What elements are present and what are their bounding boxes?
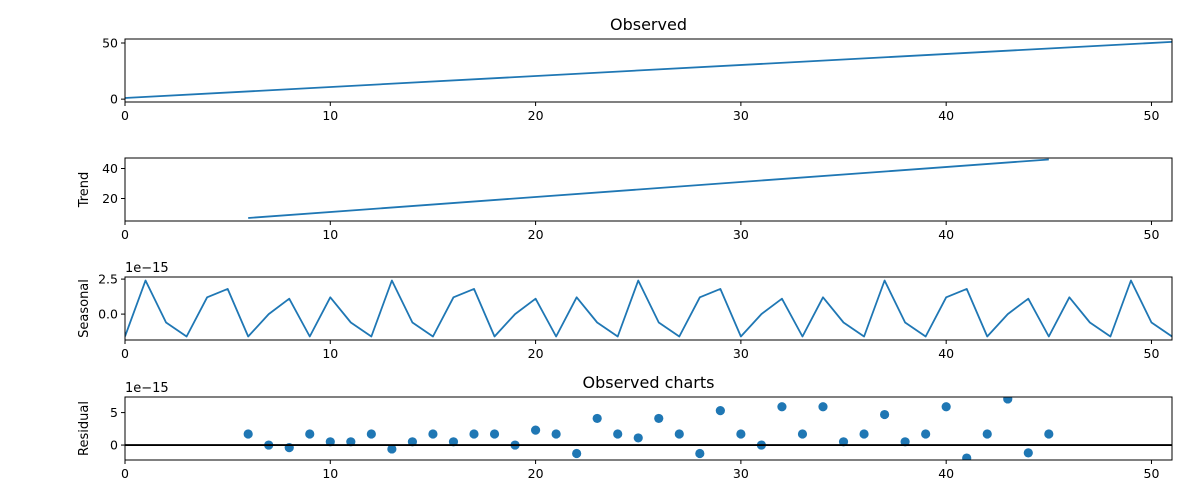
residual-point [715,406,725,416]
residual-point [366,429,376,439]
seasonal-xtick-label: 50 [1144,346,1160,361]
residual-point [941,402,951,412]
trend-xtick-label: 10 [322,227,338,242]
residual-xtick-label: 30 [733,466,749,481]
observed-data [125,40,1172,99]
residual-point [654,413,664,424]
residual-point [530,425,541,435]
residual-point [879,409,890,420]
seasonal-panel: 0 10 20 30 40 50 0.0 2.5 Seasonal 1e−15 [77,261,1173,361]
residual-point [428,429,438,439]
residual-point [325,437,335,447]
trend-series-line [248,158,1049,219]
trend-axes-frame [124,157,1173,222]
residual-point [982,429,992,439]
residual-point [613,429,623,439]
seasonal-ylabel: Seasonal [77,279,92,338]
residual-point [305,429,315,439]
seasonal-data [125,279,1172,338]
observed-panel: 0 10 20 30 40 50 0 50 Observed [102,15,1173,123]
residual-point [797,429,808,439]
seasonal-xtick-label: 30 [733,346,749,361]
residual-xtick-label: 20 [528,466,544,481]
residual-point [1003,397,1013,404]
residual-point [572,448,582,459]
seasonal-ytick-label: 2.5 [98,272,118,287]
residual-ylabel: Residual [77,401,92,456]
residual-point [695,448,705,459]
trend-ylabel: Trend [77,172,92,209]
seasonal-xtick-label: 10 [322,346,338,361]
residual-point [921,429,931,439]
seasonal-xtick-label: 20 [528,346,544,361]
residual-point [469,429,479,439]
residual-point [243,429,253,439]
residual-point [838,437,849,447]
residual-offset-text: 1e−15 [125,381,169,396]
residual-xtick-label: 50 [1144,466,1160,481]
observed-xtick-label: 20 [528,108,544,123]
residual-point [1044,429,1054,439]
seasonal-axes-frame [124,276,1173,341]
residual-point [346,437,356,447]
residual-point [592,413,602,424]
observed-title: Observed [610,15,687,34]
residual-xtick-label: 40 [938,466,954,481]
trend-xtick-label: 30 [733,227,749,242]
residual-point [633,433,643,443]
residual-point [818,402,828,412]
residual-ytick-label: 5 [110,405,118,420]
residual-point [777,402,787,412]
observed-ytick-label: 50 [102,35,118,50]
residual-point [900,437,910,447]
residual-point [551,429,561,439]
seasonal-offset-text: 1e−15 [125,261,169,276]
residual-point [962,453,972,460]
residual-point [736,429,746,439]
trend-panel: 0 10 20 30 40 50 20 40 Trend [77,157,1173,242]
observed-xtick-label: 50 [1144,108,1160,123]
observed-series-line [125,40,1172,99]
residual-panel: 0 10 20 30 40 50 0 5 Observed charts Residual 1e−1… [77,373,1173,481]
observed-xtick-label: 10 [322,108,338,123]
observed-xtick-label: 0 [121,108,129,123]
residual-point [489,429,500,439]
residual-xtick-label: 0 [121,466,129,481]
seasonal-ytick-label: 0.0 [98,307,118,322]
trend-ytick-label: 40 [102,161,118,176]
seasonal-xtick-label: 40 [938,346,954,361]
residual-ytick-label: 0 [110,438,118,453]
trend-xtick-label: 0 [121,227,129,242]
residual-point [448,437,459,447]
residual-point [859,429,869,439]
seasonal-series-line [125,279,1172,338]
trend-xtick-label: 20 [528,227,544,242]
residual-axes-frame [124,396,1173,461]
trend-data [248,158,1049,219]
observed-xtick-label: 30 [733,108,749,123]
seasonal-xtick-label: 0 [121,346,129,361]
residual-title: Observed charts [583,373,715,392]
residual-point [387,444,397,454]
trend-xtick-label: 40 [938,227,954,242]
residual-xtick-label: 10 [322,466,338,481]
residual-point [674,429,684,439]
trend-ytick-label: 20 [102,191,118,206]
residual-point [1023,448,1033,458]
trend-xtick-label: 50 [1144,227,1160,242]
observed-ytick-label: 0 [110,92,118,107]
residual-point [407,437,418,447]
residual-data [243,397,1054,460]
observed-axes-frame [124,38,1173,103]
observed-xtick-label: 40 [938,108,954,123]
